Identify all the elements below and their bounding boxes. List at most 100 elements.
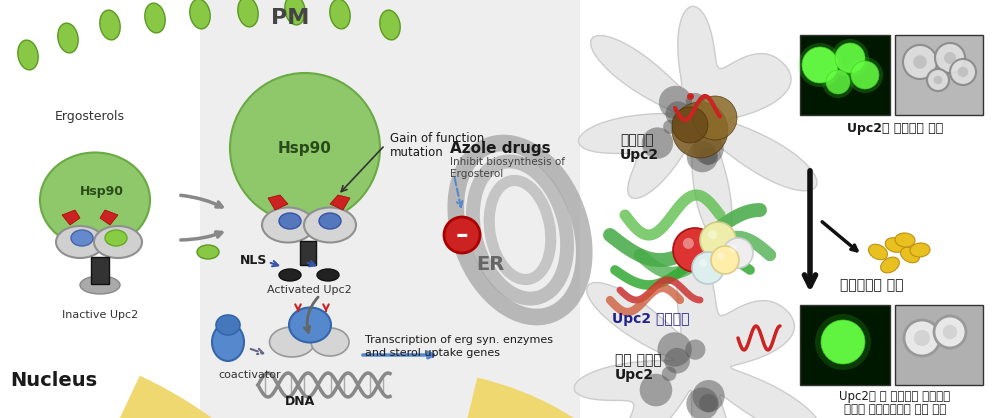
Circle shape (699, 147, 717, 165)
Ellipse shape (279, 213, 301, 229)
Circle shape (666, 101, 690, 126)
Ellipse shape (311, 328, 349, 356)
Ellipse shape (380, 10, 400, 40)
Text: Ergosterols: Ergosterols (55, 110, 125, 123)
Text: coactivator: coactivator (218, 370, 281, 380)
Text: Hsp90: Hsp90 (80, 186, 124, 199)
FancyBboxPatch shape (300, 241, 316, 265)
Text: Ergosterol: Ergosterol (450, 169, 503, 179)
Text: Upc2: Upc2 (615, 368, 654, 382)
Circle shape (826, 70, 850, 94)
Circle shape (815, 314, 871, 370)
Polygon shape (100, 210, 118, 225)
Text: Inhibit biosynthesis of: Inhibit biosynthesis of (450, 157, 565, 167)
Ellipse shape (105, 230, 127, 246)
Circle shape (663, 120, 677, 134)
Text: PM: PM (271, 8, 309, 28)
Circle shape (686, 387, 719, 418)
Ellipse shape (881, 257, 899, 273)
Ellipse shape (58, 23, 78, 53)
Polygon shape (574, 253, 821, 418)
Circle shape (699, 394, 718, 413)
Circle shape (717, 252, 724, 259)
Text: DNA: DNA (285, 395, 315, 408)
Circle shape (934, 316, 966, 348)
Circle shape (935, 43, 965, 73)
Ellipse shape (71, 230, 93, 246)
Ellipse shape (80, 276, 120, 294)
Text: and sterol uptake genes: and sterol uptake genes (365, 348, 500, 358)
Ellipse shape (100, 10, 120, 40)
Circle shape (913, 55, 927, 69)
Circle shape (693, 133, 724, 164)
Circle shape (934, 76, 942, 84)
Circle shape (851, 61, 879, 89)
Circle shape (821, 320, 865, 364)
Text: Hsp90: Hsp90 (278, 140, 332, 155)
Text: Upc2가 핵 내부에서 전사활성: Upc2가 핵 내부에서 전사활성 (839, 390, 951, 403)
Text: Nucleus: Nucleus (10, 371, 97, 390)
Circle shape (685, 339, 705, 360)
Ellipse shape (197, 245, 219, 259)
Ellipse shape (190, 0, 210, 29)
Ellipse shape (56, 226, 104, 258)
Circle shape (642, 127, 673, 159)
Circle shape (659, 86, 692, 119)
Circle shape (699, 259, 707, 267)
Circle shape (730, 245, 737, 252)
FancyBboxPatch shape (580, 0, 1000, 418)
Text: Upc2: Upc2 (620, 148, 659, 162)
Ellipse shape (304, 207, 356, 242)
Circle shape (693, 380, 725, 412)
Ellipse shape (319, 213, 341, 229)
Text: Gain of function: Gain of function (390, 132, 484, 145)
Text: Azole drugs: Azole drugs (450, 140, 551, 155)
FancyBboxPatch shape (0, 0, 580, 418)
Circle shape (673, 228, 717, 272)
Circle shape (943, 325, 957, 339)
FancyBboxPatch shape (895, 35, 983, 115)
Ellipse shape (279, 269, 301, 281)
Text: Transcription of erg syn. enzymes: Transcription of erg syn. enzymes (365, 335, 553, 345)
Ellipse shape (330, 0, 350, 29)
FancyBboxPatch shape (200, 0, 580, 418)
Ellipse shape (216, 315, 240, 335)
Ellipse shape (289, 308, 331, 342)
FancyBboxPatch shape (800, 305, 890, 385)
Ellipse shape (896, 232, 914, 248)
Circle shape (683, 238, 694, 249)
Text: 진균의 아쇼항진균제 내성 증가: 진균의 아쇼항진균제 내성 증가 (844, 403, 946, 416)
Circle shape (687, 141, 718, 172)
Circle shape (640, 374, 672, 406)
Polygon shape (330, 195, 350, 210)
Text: 전사 활성형: 전사 활성형 (615, 353, 662, 367)
Ellipse shape (317, 269, 339, 281)
Ellipse shape (18, 40, 38, 70)
Ellipse shape (238, 0, 258, 27)
Ellipse shape (212, 323, 244, 361)
Circle shape (835, 43, 865, 73)
Circle shape (958, 67, 968, 77)
Ellipse shape (262, 207, 314, 242)
Circle shape (798, 43, 842, 87)
Polygon shape (268, 195, 288, 210)
Ellipse shape (885, 238, 905, 252)
Ellipse shape (910, 242, 930, 257)
Text: Inactive Upc2: Inactive Upc2 (62, 310, 138, 320)
Circle shape (914, 330, 930, 346)
FancyBboxPatch shape (800, 35, 890, 115)
Ellipse shape (285, 0, 305, 25)
Circle shape (903, 45, 937, 79)
Circle shape (927, 69, 949, 91)
Polygon shape (62, 210, 80, 225)
Text: 어고스테롤 해리: 어고스테롤 해리 (840, 278, 904, 292)
Circle shape (672, 102, 728, 158)
Text: NLS: NLS (240, 253, 267, 267)
Polygon shape (578, 6, 817, 242)
Ellipse shape (270, 327, 314, 357)
Circle shape (711, 246, 739, 274)
Circle shape (672, 107, 708, 143)
Text: –: – (456, 223, 468, 247)
Circle shape (950, 59, 976, 85)
Circle shape (686, 93, 705, 112)
